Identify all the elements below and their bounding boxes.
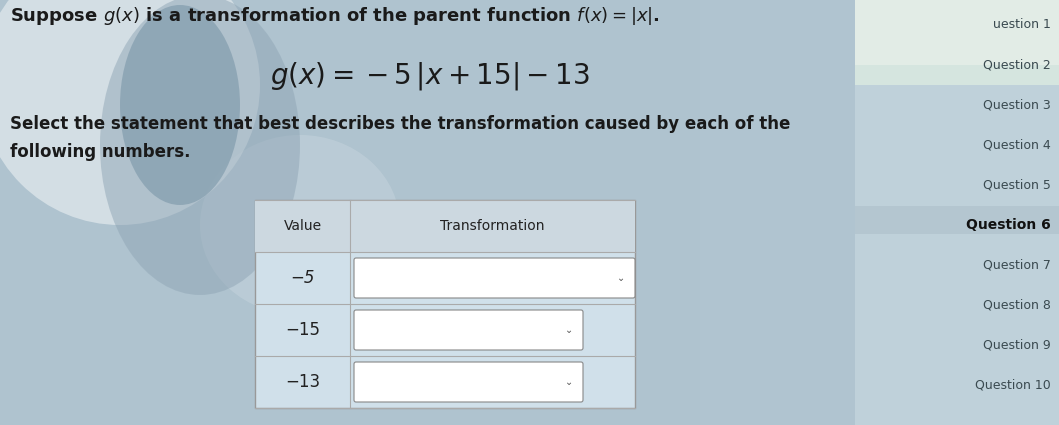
Text: Question 9: Question 9 (983, 338, 1051, 351)
Ellipse shape (100, 0, 300, 295)
Bar (255, 200, 635, 408)
Bar (855, 0, 1059, 85)
Bar (855, 206, 1059, 234)
Text: Question 4: Question 4 (983, 138, 1051, 151)
Ellipse shape (0, 0, 261, 225)
Text: ⌄: ⌄ (617, 273, 625, 283)
Text: uestion 1: uestion 1 (993, 18, 1051, 31)
Text: Select the statement that best describes the transformation caused by each of th: Select the statement that best describes… (10, 115, 790, 133)
Bar (700, 0, 1059, 425)
Ellipse shape (200, 135, 400, 315)
Text: −5: −5 (290, 269, 315, 287)
Text: −13: −13 (285, 373, 320, 391)
Text: Transformation: Transformation (441, 219, 544, 233)
Text: −15: −15 (285, 321, 320, 339)
Bar (855, 0, 1059, 65)
Text: Question 8: Question 8 (983, 298, 1051, 311)
Text: following numbers.: following numbers. (10, 143, 191, 161)
Text: Question 10: Question 10 (975, 378, 1051, 391)
FancyBboxPatch shape (354, 310, 584, 350)
Text: Value: Value (284, 219, 322, 233)
Text: Question 3: Question 3 (983, 98, 1051, 111)
Text: Question 7: Question 7 (983, 258, 1051, 271)
Ellipse shape (120, 5, 240, 205)
Bar (255, 200, 635, 252)
Text: ⌄: ⌄ (564, 325, 573, 335)
Text: ⌄: ⌄ (564, 377, 573, 387)
Bar (855, 0, 1059, 425)
Text: Question 5: Question 5 (983, 178, 1051, 191)
Text: Question 2: Question 2 (983, 58, 1051, 71)
Text: $g(x) = -5\,|x + 15| - 13$: $g(x) = -5\,|x + 15| - 13$ (270, 60, 590, 92)
FancyBboxPatch shape (354, 362, 584, 402)
Text: Question 6: Question 6 (966, 218, 1051, 232)
Text: Suppose $g(x)$ is a transformation of the parent function $f(x) = |x|$.: Suppose $g(x)$ is a transformation of th… (10, 5, 660, 27)
FancyBboxPatch shape (354, 258, 635, 298)
